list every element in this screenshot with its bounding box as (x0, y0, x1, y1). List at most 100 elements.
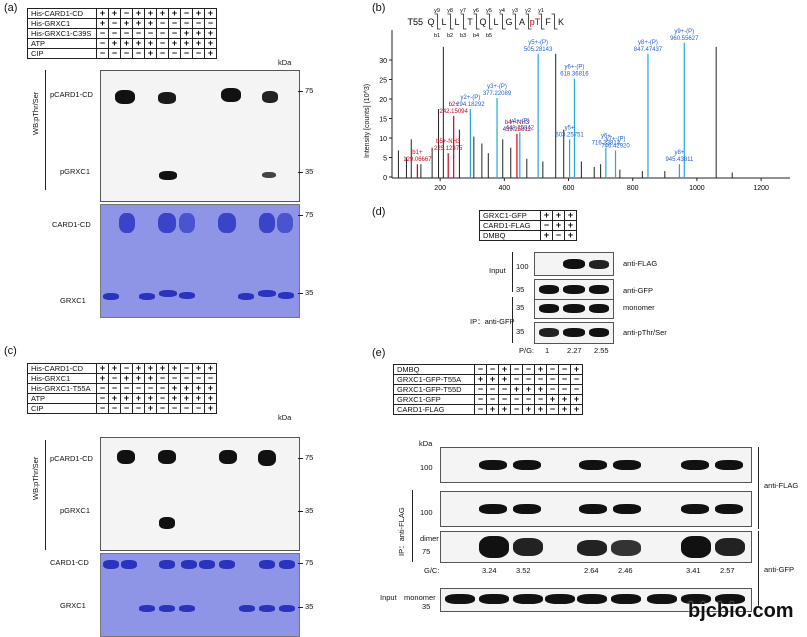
ms-peak-ion-label: y6+-(P) (565, 65, 585, 71)
panel-e-condition-sign: − (534, 374, 547, 385)
panel-e-flag-bracket (758, 447, 759, 529)
panel-a-condition-sign: − (180, 48, 193, 59)
ms-peak-ion-label: y5+ (565, 125, 575, 131)
panel-c-pgrxc1-label: pGRXC1 (60, 506, 91, 515)
band (611, 594, 641, 604)
y-tick-label: 10 (379, 136, 387, 143)
band (279, 560, 295, 569)
y-ion-label: y2 (525, 8, 531, 14)
ms-peak-value-label: 377.22089 (483, 91, 512, 97)
panel-e-condition-row-label: CARD1-FLAG (393, 404, 475, 415)
b-ion-label: b4 (473, 33, 479, 39)
panel-e-condition-sign: + (498, 404, 511, 415)
band (513, 594, 543, 604)
band (539, 285, 559, 294)
band (681, 594, 711, 604)
peptide-residue: pT (530, 17, 541, 27)
ms-peak-ion-label: y2+-(P) (460, 95, 480, 101)
panel-c-condition-sign: + (192, 363, 205, 374)
band (115, 90, 135, 104)
band (563, 304, 585, 313)
band (121, 560, 137, 569)
band (239, 605, 255, 612)
band (579, 504, 607, 514)
panel-e-condition-sign: − (546, 374, 559, 385)
panel-label-b: (b) (372, 2, 386, 14)
y-ion-label: y7 (460, 8, 466, 14)
ms-peak-value-label: 225.12375 (434, 146, 463, 152)
y-tick-label: 5 (383, 156, 387, 163)
panel-c-condition-sign: − (108, 383, 121, 394)
band (159, 517, 175, 529)
band (563, 328, 585, 337)
panel-c-condition-sign: + (156, 363, 169, 374)
band (179, 605, 195, 612)
panel-c-condition-sign: + (168, 383, 181, 394)
marker-35: 35 (516, 327, 525, 336)
panel-c-condition-sign: + (120, 393, 133, 404)
peptide-residue: L (441, 17, 446, 27)
panel-d-pg-label: P/G: (519, 346, 535, 355)
panel-a-condition-sign: + (192, 28, 205, 39)
panel-e-condition-sign: + (498, 364, 511, 375)
y-tick-label: 0 (383, 175, 387, 182)
panel-d-condition-sign: + (552, 210, 565, 221)
panel-d-condition-sign: + (540, 210, 553, 221)
panel-label-a: (a) (4, 2, 18, 14)
panel-a-condition-row-label: His-CARD1-CD (27, 8, 97, 19)
y-ion-label: y8 (447, 8, 453, 14)
panel-c-condition-row-label: His-GRXC1 (27, 373, 97, 384)
band (103, 560, 119, 569)
b-ion-label: b1 (434, 33, 440, 39)
ms-peak-value-label: 448.25842 (506, 125, 535, 131)
panel-a-condition-sign: + (192, 38, 205, 49)
panel-a-condition-sign: + (192, 8, 205, 19)
panel-a-condition-row-label: His-GRXC1-C39S (27, 28, 97, 39)
panel-d-ip-pthr-blot (534, 322, 614, 344)
panel-e-condition-sign: − (510, 394, 523, 405)
band (159, 605, 175, 612)
panel-a-condition-row-label: His-GRXC1 (27, 18, 97, 29)
band (218, 213, 236, 233)
panel-c-condition-sign: − (180, 403, 193, 414)
panel-d-input-bracket (512, 252, 513, 292)
panel-c-condition-sign: − (96, 403, 109, 414)
marker-35: 35 (422, 602, 431, 611)
b-ion-label: b2 (447, 33, 453, 39)
panel-a-pcard1-label: pCARD1-CD (50, 90, 93, 99)
panel-e-gc-value: 2.64 (584, 566, 599, 575)
panel-e-gc-value: 3.52 (516, 566, 531, 575)
panel-c-wb-label: WB:pThr/Ser (31, 456, 40, 500)
panel-d-condition-row: DMBQ + − + (479, 230, 577, 241)
ms-peak-value-label: 716.33813 (592, 141, 621, 147)
panel-label-d: (d) (372, 206, 386, 218)
panel-c-condition-sign: + (180, 393, 193, 404)
ms-peak-value-label: 294.18292 (456, 102, 485, 108)
ms-peak-ion-label: y5+-(P) (528, 40, 548, 46)
panel-c-condition-sign: − (96, 393, 109, 404)
panel-e-condition-sign: − (486, 384, 499, 395)
panel-c-condition-sign: + (120, 373, 133, 384)
band (715, 504, 743, 514)
panel-e-ip-label: IP：anti-FLAG (397, 507, 406, 556)
band (262, 172, 276, 178)
panel-c-condition-sign: + (144, 363, 157, 374)
panel-a-western-blot (100, 70, 300, 202)
panel-a-condition-sign: + (132, 18, 145, 29)
panel-d-condition-row-label: GRXC1-GFP (479, 210, 541, 221)
panel-a-condition-sign: − (108, 28, 121, 39)
panel-a-pgrxc1-label: pGRXC1 (60, 167, 91, 176)
marker-75: 75 (305, 453, 314, 462)
panel-c-condition-sign: − (120, 383, 133, 394)
band (589, 260, 609, 269)
panel-c-condition-sign: − (120, 403, 133, 414)
peptide-residue: L (454, 17, 459, 27)
band (277, 213, 293, 233)
panel-c-condition-sign: − (156, 393, 169, 404)
panel-d-condition-table: GRXC1-GFP + + + CARD1-FLAG − + + DMBQ + − + (479, 210, 577, 241)
panel-d-anti-pthr-label: anti-pThr/Ser (623, 328, 667, 337)
band (545, 594, 575, 604)
panel-a-condition-sign: − (108, 48, 121, 59)
y-tick-label: 20 (379, 97, 387, 104)
kda-label-a: kDa (278, 58, 292, 67)
